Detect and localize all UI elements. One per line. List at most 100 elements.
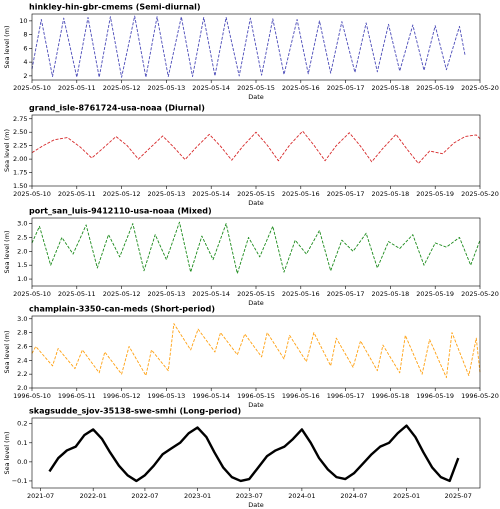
panel: hinkley-hin-gbr-cmems (Semi-diurnal) Sea … [3, 3, 499, 102]
data-line [48, 424, 460, 483]
y-tick-label: 2.4 [17, 356, 27, 364]
x-tick-label: 2025-05-14 [192, 190, 230, 198]
x-tick-label: 1996-05-18 [372, 392, 410, 400]
y-tick-label: 1.50 [13, 182, 27, 190]
x-axis-label: Date [248, 501, 264, 509]
x-tick-label: 2025-05-19 [416, 290, 454, 298]
y-tick-label: 0.2 [17, 420, 27, 428]
panel: port_san_luis-9412110-usa-noaa (Mixed) Se… [3, 207, 499, 308]
x-tick-label: 2025-05-19 [416, 84, 454, 92]
x-tick-label: 2025-05-18 [372, 190, 410, 198]
x-tick-label: 2025-05-15 [237, 190, 275, 198]
x-tick-label: 1996-05-16 [282, 392, 320, 400]
y-tick-label: 3.0 [17, 315, 27, 323]
panel-title: port_san_luis-9412110-usa-noaa (Mixed) [29, 207, 212, 216]
y-tick-label: 2.0 [17, 384, 27, 392]
data-line [31, 323, 481, 379]
panel-title: grand_isle-8761724-usa-noaa (Diurnal) [29, 104, 205, 113]
y-tick-label: 10 [19, 17, 27, 25]
y-tick-label: 1.5 [17, 261, 27, 269]
y-tick-label: 2.5 [17, 233, 27, 241]
panel-title: skagsudde_sjov-35138-swe-smhi (Long-peri… [29, 407, 241, 416]
x-tick-label: 2025-05-14 [192, 290, 230, 298]
x-axis-label: Date [248, 401, 264, 409]
x-tick-label: 2025-05-17 [327, 84, 365, 92]
y-tick-label: 2.6 [17, 342, 27, 350]
y-tick-label: 6 [23, 44, 27, 52]
x-tick-label: 2025-05-12 [103, 84, 141, 92]
data-line [31, 15, 466, 78]
x-tick-label: 2024-01 [288, 492, 315, 500]
x-tick-label: 2025-05-15 [237, 290, 275, 298]
data-line [31, 130, 481, 164]
x-tick-label: 1996-05-12 [103, 392, 141, 400]
x-tick-label: 2025-05-14 [192, 84, 230, 92]
y-tick-label: 0.0 [17, 458, 27, 466]
x-tick-label: 1996-05-19 [416, 392, 454, 400]
x-tick-label: 2025-05-20 [461, 290, 499, 298]
panel-title: hinkley-hin-gbr-cmems (Semi-diurnal) [29, 3, 201, 12]
x-tick-label: 2025-05-20 [461, 84, 499, 92]
x-tick-label: 2025-05-11 [58, 190, 96, 198]
y-tick-label: 1.0 [17, 275, 27, 283]
x-tick-label: 2025-05-11 [58, 84, 96, 92]
x-tick-label: 2025-01 [393, 492, 420, 500]
x-tick-label: 1996-05-11 [58, 392, 96, 400]
y-tick-label: 8 [23, 31, 27, 39]
x-tick-label: 1996-05-14 [192, 392, 230, 400]
y-tick-label: 2.2 [17, 370, 27, 378]
x-tick-label: 2025-05-10 [13, 290, 51, 298]
x-tick-label: 2025-05-16 [282, 290, 320, 298]
y-tick-label: 2.50 [13, 128, 27, 136]
x-tick-label: 2025-05-13 [148, 84, 186, 92]
x-tick-label: 2025-05-17 [327, 290, 365, 298]
y-tick-label: 2 [23, 72, 27, 80]
x-tick-label: 2023-01 [184, 492, 211, 500]
data-line [31, 221, 481, 274]
x-tick-label: 2025-05-13 [148, 190, 186, 198]
x-tick-label: 2022-01 [80, 492, 107, 500]
panel: champlain-3350-can-meds (Short-period) Se… [3, 305, 499, 410]
x-axis-label: Date [248, 299, 264, 307]
x-tick-label: 2025-05-19 [416, 190, 454, 198]
x-tick-label: 2022-07 [131, 492, 158, 500]
y-axis-label: Sea level (m) [3, 330, 11, 373]
y-tick-label: 2.0 [17, 247, 27, 255]
x-tick-label: 2025-05-12 [103, 290, 141, 298]
y-axis-label: Sea level (m) [3, 431, 11, 474]
x-tick-label: 1996-05-15 [237, 392, 275, 400]
y-tick-label: 2.8 [17, 329, 27, 337]
y-tick-label: 2.75 [13, 115, 27, 123]
y-tick-label: 4 [23, 58, 27, 66]
y-tick-label: 1.75 [13, 169, 27, 177]
x-tick-label: 2025-05-10 [13, 84, 51, 92]
axes-frame [31, 114, 481, 187]
x-tick-label: 2025-05-16 [282, 84, 320, 92]
x-tick-label: 2025-05-17 [327, 190, 365, 198]
x-tick-label: 2025-05-16 [282, 190, 320, 198]
x-tick-label: 2025-07 [445, 492, 472, 500]
x-tick-label: 2025-05-18 [372, 84, 410, 92]
x-tick-label: 2021-07 [27, 492, 54, 500]
x-tick-label: 2025-05-11 [58, 290, 96, 298]
x-tick-label: 2025-05-10 [13, 190, 51, 198]
x-tick-label: 2025-05-12 [103, 190, 141, 198]
x-tick-label: 1996-05-17 [327, 392, 365, 400]
x-tick-label: 2025-05-18 [372, 290, 410, 298]
panel: grand_isle-8761724-usa-noaa (Diurnal) Sea… [3, 104, 499, 208]
x-tick-label: 1996-05-20 [461, 392, 499, 400]
panel-title: champlain-3350-can-meds (Short-period) [29, 305, 215, 314]
y-axis-label: Sea level (m) [3, 230, 11, 273]
x-tick-label: 2024-07 [340, 492, 367, 500]
y-axis-label: Sea level (m) [3, 25, 11, 68]
x-tick-label: 2025-05-20 [461, 190, 499, 198]
x-tick-label: 2025-05-15 [237, 84, 275, 92]
y-tick-label: −0.1 [12, 477, 28, 485]
y-tick-label: 2.00 [13, 155, 27, 163]
y-tick-label: 0.1 [17, 439, 27, 447]
axes-frame [31, 417, 481, 489]
panel: skagsudde_sjov-35138-swe-smhi (Long-peri… [3, 407, 481, 509]
x-axis-label: Date [248, 199, 264, 207]
x-tick-label: 1996-05-10 [13, 392, 51, 400]
